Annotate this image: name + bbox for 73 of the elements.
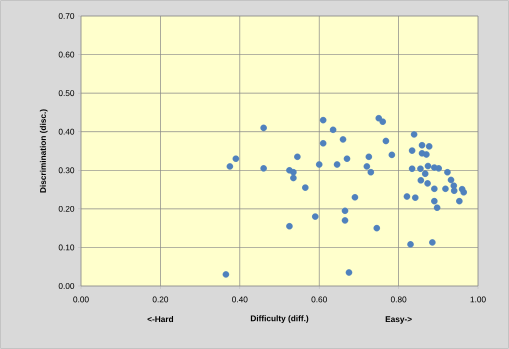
point: [424, 162, 432, 170]
text: Easy->: [386, 316, 412, 324]
point: [232, 155, 240, 162]
point: [368, 168, 374, 176]
point: [320, 116, 326, 124]
point: [290, 168, 297, 176]
point: [408, 147, 416, 154]
point: [404, 193, 410, 200]
point: [340, 136, 346, 143]
y-tick-label: 0.10: [58, 244, 74, 250]
x-tick-label: 0.60: [311, 296, 327, 302]
point: [431, 186, 438, 192]
point: [422, 170, 428, 178]
point: [423, 151, 430, 158]
point: [290, 174, 297, 182]
x-tick-label: 0.40: [232, 296, 248, 302]
point: [312, 213, 319, 220]
x-tick-label: 0.80: [390, 296, 406, 302]
point: [320, 140, 326, 147]
y-tick-label: 0.40: [58, 128, 74, 135]
point: [388, 152, 396, 158]
point: [222, 271, 230, 278]
point: [434, 204, 440, 211]
y-tick-label: 0.50: [58, 90, 74, 96]
point: [448, 176, 454, 184]
point: [418, 177, 424, 184]
point: [417, 165, 424, 172]
y-tick-label: 0.20: [58, 206, 74, 212]
point: [444, 168, 451, 176]
point: [382, 138, 390, 144]
point: [375, 114, 382, 122]
x-tick-label: 1.00: [470, 296, 486, 302]
point: [342, 217, 348, 224]
point: [364, 163, 370, 170]
point: [260, 165, 267, 172]
point: [410, 131, 418, 138]
point: [366, 154, 372, 160]
point: [342, 208, 348, 214]
y-tick-label: 0.00: [58, 283, 74, 289]
y-tick-label: 0.30: [58, 167, 74, 174]
point: [316, 161, 322, 168]
x-tick-label: 0.20: [152, 296, 168, 302]
point: [373, 224, 380, 232]
point: [424, 180, 431, 187]
point: [456, 198, 463, 204]
point: [260, 124, 267, 132]
point: [435, 165, 442, 172]
point: [450, 187, 458, 194]
point: [334, 161, 340, 168]
point: [426, 143, 432, 150]
point: [302, 184, 309, 191]
y-tick-label: 0.70: [58, 13, 74, 19]
point: [412, 194, 419, 201]
point: [226, 163, 234, 170]
point: [286, 222, 293, 230]
point: [379, 118, 386, 125]
point: [429, 239, 436, 246]
point: [294, 154, 301, 160]
text: <-Hard: [148, 316, 174, 322]
point: [442, 186, 449, 192]
y-axis-title: Discrimination (disc.): [40, 109, 48, 192]
y-tick-label: 0.60: [58, 52, 74, 58]
x-axis-title: Difficulty (diff.): [250, 315, 308, 323]
point: [431, 198, 438, 204]
point: [460, 188, 468, 196]
x-tick-label: 0.00: [73, 296, 89, 302]
point: [330, 126, 336, 134]
point: [418, 142, 426, 149]
point: [407, 241, 414, 248]
point: [352, 194, 358, 201]
point: [344, 155, 350, 162]
point: [408, 165, 416, 172]
point: [346, 269, 352, 276]
